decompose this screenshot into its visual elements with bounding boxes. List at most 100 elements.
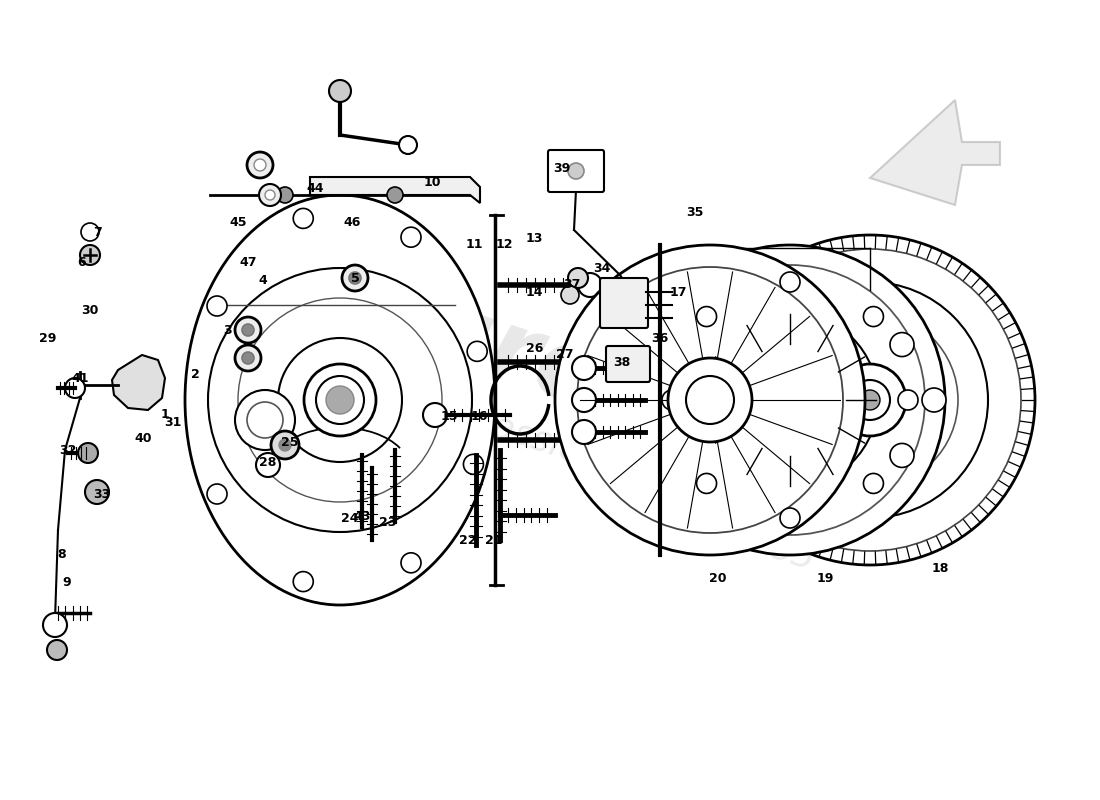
Circle shape bbox=[850, 380, 890, 420]
Text: 30: 30 bbox=[81, 303, 99, 317]
Circle shape bbox=[349, 272, 361, 284]
Text: 19: 19 bbox=[816, 571, 834, 585]
Text: 46: 46 bbox=[343, 215, 361, 229]
Circle shape bbox=[696, 474, 716, 494]
Text: 26: 26 bbox=[526, 342, 543, 354]
Text: 3: 3 bbox=[223, 323, 232, 337]
Circle shape bbox=[265, 190, 275, 200]
Circle shape bbox=[556, 245, 865, 555]
Circle shape bbox=[242, 352, 254, 364]
Text: 47: 47 bbox=[240, 255, 256, 269]
Text: 17: 17 bbox=[669, 286, 686, 298]
Circle shape bbox=[399, 136, 417, 154]
Circle shape bbox=[254, 159, 266, 171]
Text: 40: 40 bbox=[134, 431, 152, 445]
FancyBboxPatch shape bbox=[548, 150, 604, 192]
Circle shape bbox=[782, 312, 958, 488]
Circle shape bbox=[294, 209, 313, 229]
Text: 31: 31 bbox=[164, 415, 182, 429]
Text: 4: 4 bbox=[258, 274, 267, 286]
Text: 38: 38 bbox=[614, 355, 630, 369]
Circle shape bbox=[78, 443, 98, 463]
Circle shape bbox=[752, 282, 988, 518]
Circle shape bbox=[47, 640, 67, 660]
Circle shape bbox=[256, 453, 280, 477]
Text: 33: 33 bbox=[94, 489, 111, 502]
Circle shape bbox=[294, 571, 313, 591]
Text: 41: 41 bbox=[72, 371, 89, 385]
Text: 18: 18 bbox=[932, 562, 948, 574]
Text: 45: 45 bbox=[229, 215, 246, 229]
Text: 1: 1 bbox=[161, 409, 169, 422]
Circle shape bbox=[568, 163, 584, 179]
Circle shape bbox=[561, 286, 579, 304]
Circle shape bbox=[402, 553, 421, 573]
Text: 16: 16 bbox=[471, 410, 487, 422]
Text: 21: 21 bbox=[485, 534, 503, 546]
Circle shape bbox=[235, 317, 261, 343]
Text: 11: 11 bbox=[465, 238, 483, 251]
Text: 22: 22 bbox=[460, 534, 476, 546]
Circle shape bbox=[316, 376, 364, 424]
Text: since 1985: since 1985 bbox=[620, 483, 820, 577]
Circle shape bbox=[735, 345, 845, 455]
Text: 14: 14 bbox=[526, 286, 542, 298]
Polygon shape bbox=[310, 177, 480, 203]
Circle shape bbox=[271, 431, 299, 459]
Circle shape bbox=[922, 388, 946, 412]
Circle shape bbox=[890, 333, 914, 357]
Text: 39: 39 bbox=[553, 162, 571, 174]
Text: 29: 29 bbox=[40, 331, 57, 345]
Text: 25: 25 bbox=[282, 435, 299, 449]
Circle shape bbox=[572, 388, 596, 412]
Circle shape bbox=[860, 390, 880, 410]
Text: 9: 9 bbox=[63, 575, 72, 589]
Circle shape bbox=[568, 268, 588, 288]
Text: 12: 12 bbox=[495, 238, 513, 251]
Circle shape bbox=[668, 358, 752, 442]
Circle shape bbox=[864, 306, 883, 326]
Text: 15: 15 bbox=[440, 410, 458, 422]
Circle shape bbox=[654, 265, 925, 535]
Circle shape bbox=[578, 428, 602, 452]
Circle shape bbox=[329, 80, 351, 102]
Circle shape bbox=[235, 390, 295, 450]
Circle shape bbox=[572, 356, 596, 380]
Circle shape bbox=[208, 268, 472, 532]
Circle shape bbox=[705, 235, 1035, 565]
Text: 23: 23 bbox=[379, 515, 397, 529]
Circle shape bbox=[43, 613, 67, 637]
Circle shape bbox=[80, 245, 100, 265]
Text: 36: 36 bbox=[651, 331, 669, 345]
Text: 44: 44 bbox=[306, 182, 323, 194]
Circle shape bbox=[762, 372, 818, 428]
Circle shape bbox=[81, 223, 99, 241]
Circle shape bbox=[278, 338, 402, 462]
Circle shape bbox=[277, 187, 293, 203]
Circle shape bbox=[578, 267, 843, 533]
Circle shape bbox=[780, 508, 800, 528]
Circle shape bbox=[635, 245, 945, 555]
Text: 5: 5 bbox=[351, 271, 360, 285]
Text: 2: 2 bbox=[190, 369, 199, 382]
Text: 6: 6 bbox=[78, 255, 86, 269]
Circle shape bbox=[207, 484, 227, 504]
Circle shape bbox=[207, 296, 227, 316]
Circle shape bbox=[463, 454, 483, 474]
Text: 27: 27 bbox=[557, 349, 574, 362]
Circle shape bbox=[578, 350, 602, 374]
Circle shape bbox=[834, 364, 906, 436]
Text: 13: 13 bbox=[526, 231, 542, 245]
FancyBboxPatch shape bbox=[606, 346, 650, 382]
Circle shape bbox=[890, 443, 914, 467]
Text: europarts: europarts bbox=[342, 258, 898, 522]
Text: 35: 35 bbox=[686, 206, 704, 218]
Circle shape bbox=[898, 390, 918, 410]
Circle shape bbox=[387, 187, 403, 203]
Text: a passion for parts: a passion for parts bbox=[434, 392, 766, 528]
Circle shape bbox=[468, 342, 487, 362]
Circle shape bbox=[402, 227, 421, 247]
Ellipse shape bbox=[185, 195, 495, 605]
Circle shape bbox=[864, 474, 883, 494]
Text: 8: 8 bbox=[57, 549, 66, 562]
